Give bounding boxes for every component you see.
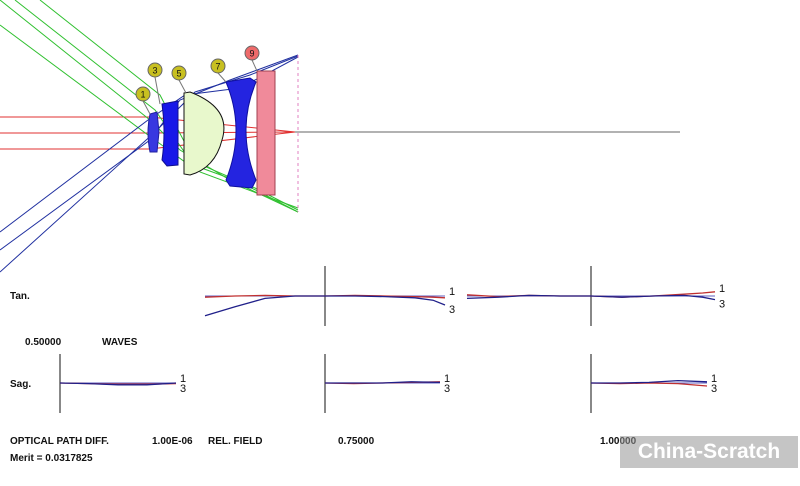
ray — [0, 0, 299, 213]
series-label: 1 — [444, 373, 450, 385]
lens-elements — [147, 70, 276, 196]
series-label: 1 — [719, 283, 725, 295]
sag-label: Sag. — [10, 379, 31, 390]
series-label: 3 — [719, 299, 725, 311]
surface-label-text: 1 — [140, 90, 145, 100]
leader-line — [251, 59, 258, 72]
series-label: 3 — [449, 304, 455, 316]
series-label: 1 — [711, 373, 717, 385]
ray — [0, 55, 299, 273]
lens-element-9 — [256, 70, 276, 196]
surface-label-circle — [135, 86, 151, 102]
plot-tan-1: 13 — [466, 283, 725, 311]
series-3-curve — [466, 294, 716, 301]
ray — [0, 54, 299, 251]
plot-tan-0.75: 13 — [204, 286, 455, 317]
plot-sag-1: 13 — [590, 373, 717, 395]
surface-label-circle — [244, 45, 260, 61]
surface-label-text: 5 — [176, 69, 181, 79]
plot-sag-0.75: 13 — [324, 373, 450, 395]
plot-axes — [59, 266, 592, 413]
opd-value: 1.00E-06 — [152, 436, 193, 447]
tan-label: Tan. — [10, 291, 30, 302]
merit-value: Merit = 0.0317825 — [10, 453, 93, 464]
leader-line — [142, 100, 151, 115]
ray-trace — [0, 0, 680, 273]
surface-label-7: 7 — [210, 58, 227, 83]
series-label: 1 — [449, 286, 455, 298]
series-label: 3 — [180, 383, 186, 395]
watermark: China-Scratch — [620, 436, 798, 468]
surface-label-text: 9 — [249, 49, 254, 59]
surface-label-3: 3 — [147, 62, 163, 105]
lens-element-5 — [183, 91, 225, 176]
scale-value: 0.50000 — [25, 337, 62, 348]
series-label: 1 — [180, 373, 186, 385]
field-075: 0.75000 — [338, 436, 375, 447]
series-3-curve — [204, 295, 446, 317]
ray — [0, 116, 296, 133]
leader-line — [178, 79, 187, 94]
plot-sag-0.5: 13 — [59, 373, 186, 395]
lens-element-7 — [225, 77, 257, 189]
surface-label-5: 5 — [171, 65, 187, 94]
surface-label-9: 9 — [244, 45, 260, 72]
leader-line — [154, 76, 161, 105]
surface-label-circle — [147, 62, 163, 78]
leader-line — [217, 72, 227, 83]
rel-field-label: REL. FIELD — [208, 436, 262, 447]
series-3-curve — [591, 379, 708, 384]
scale-unit: WAVES — [102, 337, 138, 348]
surface-label-circle — [210, 58, 226, 74]
lens-element-1 — [147, 111, 160, 153]
series-3-curve — [59, 382, 177, 386]
series-label: 3 — [711, 383, 717, 395]
lens-element-3 — [161, 100, 179, 167]
axial-rays — [0, 116, 296, 150]
series-label: 3 — [444, 383, 450, 395]
opd-label: OPTICAL PATH DIFF. — [10, 436, 109, 447]
series-3-curve — [325, 381, 441, 384]
field-100: 1.00000 — [600, 436, 637, 447]
surface-label-text: 7 — [215, 62, 220, 72]
surface-label-1: 1 — [135, 86, 151, 115]
surface-label-circle — [171, 65, 187, 81]
surface-labels: 1 3 5 7 9 — [135, 45, 260, 115]
surface-label-text: 3 — [152, 66, 157, 76]
